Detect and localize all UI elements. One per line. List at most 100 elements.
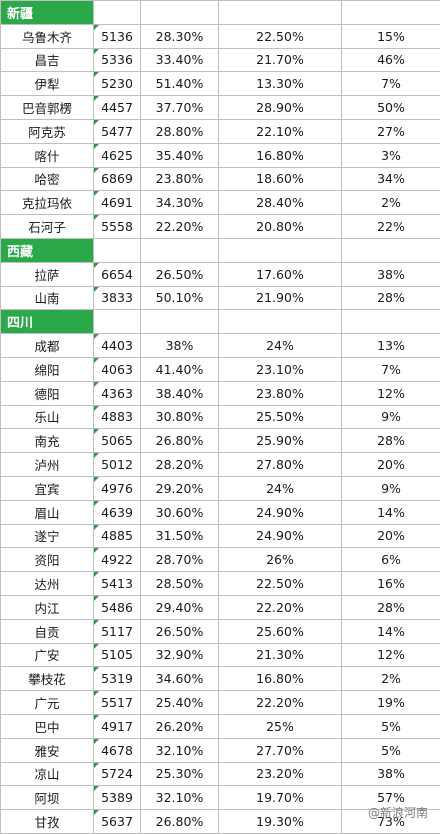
percent-cell-2: 23.20% (219, 762, 342, 786)
percent-cell-1: 38% (141, 334, 219, 358)
percent-cell-1: 23.80% (141, 167, 219, 191)
city-cell: 伊犁 (1, 72, 94, 96)
percent-cell-1: 28.70% (141, 548, 219, 572)
percent-cell-1: 30.80% (141, 405, 219, 429)
empty-cell (94, 310, 141, 334)
percent-cell-3: 19% (342, 691, 440, 715)
percent-cell-1: 28.20% (141, 453, 219, 477)
percent-cell-1: 33.40% (141, 48, 219, 72)
value-cell: 4363 (94, 381, 141, 405)
value-cell: 4885 (94, 524, 141, 548)
empty-cell (94, 238, 141, 262)
percent-cell-3: 6% (342, 548, 440, 572)
percent-cell-3: 38% (342, 262, 440, 286)
city-cell: 遂宁 (1, 524, 94, 548)
city-cell: 阿克苏 (1, 119, 94, 143)
percent-cell-2: 16.80% (219, 667, 342, 691)
value-cell: 4922 (94, 548, 141, 572)
percent-cell-2: 21.30% (219, 643, 342, 667)
section-title: 四川 (1, 310, 94, 334)
percent-cell-2: 22.50% (219, 572, 342, 596)
percent-cell-2: 18.60% (219, 167, 342, 191)
city-cell: 巴中 (1, 714, 94, 738)
percent-cell-3: 13% (342, 334, 440, 358)
percent-cell-3: 15% (342, 24, 440, 48)
percent-cell-3: 5% (342, 714, 440, 738)
city-cell: 成都 (1, 334, 94, 358)
city-cell: 昌吉 (1, 48, 94, 72)
percent-cell-3: 14% (342, 500, 440, 524)
percent-cell-1: 38.40% (141, 381, 219, 405)
city-cell: 山南 (1, 286, 94, 310)
percent-cell-2: 27.80% (219, 453, 342, 477)
percent-cell-2: 25.60% (219, 619, 342, 643)
percent-cell-3: 20% (342, 524, 440, 548)
percent-cell-3: 9% (342, 476, 440, 500)
percent-cell-3: 14% (342, 619, 440, 643)
value-cell: 5117 (94, 619, 141, 643)
section-header-row: 四川 (1, 310, 440, 334)
percent-cell-3: 2% (342, 667, 440, 691)
empty-cell (141, 310, 219, 334)
percent-cell-1: 26.80% (141, 429, 219, 453)
value-cell: 5558 (94, 215, 141, 239)
value-cell: 5517 (94, 691, 141, 715)
percent-cell-3: 27% (342, 119, 440, 143)
percent-cell-1: 32.10% (141, 738, 219, 762)
percent-cell-1: 34.30% (141, 191, 219, 215)
value-cell: 5486 (94, 595, 141, 619)
percent-cell-3: 20% (342, 453, 440, 477)
section-title: 新疆 (1, 1, 94, 25)
city-cell: 德阳 (1, 381, 94, 405)
percent-cell-1: 29.40% (141, 595, 219, 619)
city-cell: 克拉玛依 (1, 191, 94, 215)
percent-cell-2: 25.50% (219, 405, 342, 429)
percent-cell-2: 28.90% (219, 96, 342, 120)
percent-cell-2: 21.90% (219, 286, 342, 310)
percent-cell-1: 32.90% (141, 643, 219, 667)
city-cell: 巴音郭楞 (1, 96, 94, 120)
percent-cell-3: 2% (342, 191, 440, 215)
percent-cell-1: 22.20% (141, 215, 219, 239)
value-cell: 6869 (94, 167, 141, 191)
percent-cell-1: 31.50% (141, 524, 219, 548)
city-cell: 石河子 (1, 215, 94, 239)
percent-cell-3: 5% (342, 738, 440, 762)
percent-cell-1: 28.30% (141, 24, 219, 48)
percent-cell-1: 25.30% (141, 762, 219, 786)
city-cell: 广安 (1, 643, 94, 667)
percent-cell-2: 24% (219, 476, 342, 500)
value-cell: 5065 (94, 429, 141, 453)
value-cell: 5136 (94, 24, 141, 48)
percent-cell-1: 26.50% (141, 262, 219, 286)
percent-cell-1: 34.60% (141, 667, 219, 691)
value-cell: 5319 (94, 667, 141, 691)
city-cell: 自贡 (1, 619, 94, 643)
percent-cell-1: 26.20% (141, 714, 219, 738)
empty-cell (219, 1, 342, 25)
percent-cell-1: 28.50% (141, 572, 219, 596)
city-cell: 泸州 (1, 453, 94, 477)
empty-cell (141, 1, 219, 25)
percent-cell-1: 30.60% (141, 500, 219, 524)
empty-cell (342, 310, 440, 334)
percent-cell-2: 24.90% (219, 500, 342, 524)
percent-cell-2: 19.30% (219, 810, 342, 834)
